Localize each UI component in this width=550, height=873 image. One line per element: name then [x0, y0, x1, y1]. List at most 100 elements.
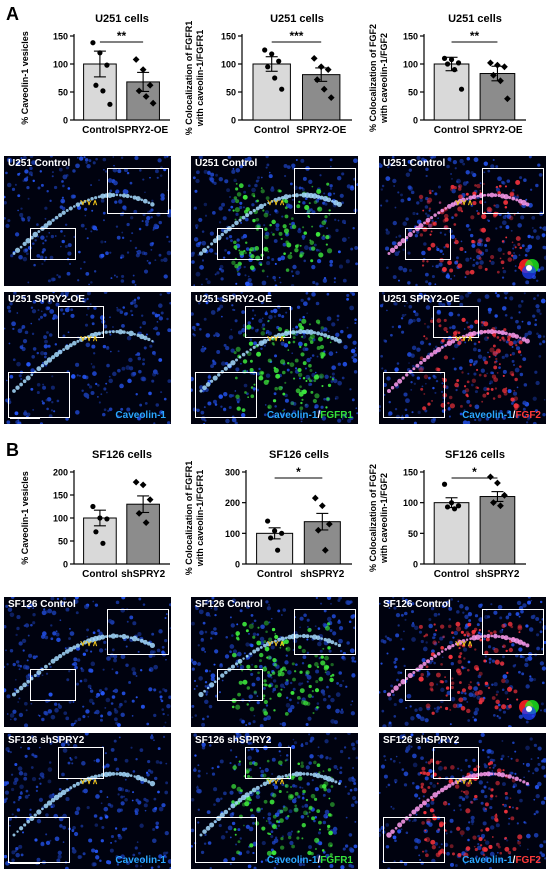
bar: [126, 503, 160, 565]
region-of-interest-box: [30, 227, 76, 260]
channel-label-part: FGFR1: [320, 855, 353, 866]
arrowhead-markers: ⋎ ⋎ ∧: [455, 197, 473, 207]
x-tick-label: shSPRY2: [121, 569, 166, 580]
data-point: [132, 478, 140, 486]
y-tick-label: 100: [53, 514, 68, 524]
micrograph-a-4: U251 SPRY2-OE ⋎ ⋎ ∧ Caveolin-1/FGFR1: [191, 292, 358, 424]
channel-label-part: Caveolin-1: [462, 410, 513, 421]
bar: [433, 63, 470, 121]
y-tick-label: 50: [408, 529, 418, 539]
micrograph-b-2: SF126 Control ⋎ ⋎ ∧: [379, 597, 546, 727]
data-point: [276, 58, 282, 64]
channel-label-part: Caveolin-1: [266, 855, 318, 866]
micrograph-b-0: SF126 Control ⋎ ⋎ ∧: [4, 597, 171, 727]
zoom-inset: [107, 609, 169, 655]
y-tick-label: 0: [63, 560, 68, 570]
channel-label: Caveolin-1/FGF2: [462, 410, 541, 421]
micrograph-b-1: SF126 Control ⋎ ⋎ ∧: [191, 597, 358, 727]
channel-label-part: Caveolin-1: [266, 410, 318, 421]
y-tick-label: 50: [58, 88, 68, 98]
chart-title: SF126 cells: [92, 449, 152, 461]
y-tick-label: 50: [408, 88, 418, 98]
data-point: [279, 530, 285, 536]
channel-label-part: FGF2: [515, 855, 541, 866]
data-point: [458, 86, 465, 92]
arrowhead-markers: ⋎ ⋎ ∧: [455, 638, 473, 648]
fluorescence-signal: [191, 292, 358, 424]
x-tick-label: Control: [434, 125, 470, 136]
data-point: [501, 63, 508, 71]
data-point: [490, 499, 497, 507]
region-of-interest-box: [433, 747, 479, 779]
micrograph-label: U251 SPRY2-OE: [195, 294, 272, 305]
data-point: [90, 503, 96, 510]
data-point: [272, 75, 278, 81]
channel-label: Caveolin-1: [115, 410, 166, 421]
data-point: [318, 502, 326, 510]
micrograph-label: SF126 Control: [195, 599, 263, 610]
y-tick-label: 150: [221, 32, 236, 42]
micrograph-label: SF126 Control: [383, 599, 451, 610]
micrograph-b-4: SF126 shSPRY2 ⋎ ⋎ ∧ Caveolin-1/FGFR1: [191, 733, 358, 869]
fluorescence-signal: [191, 156, 358, 286]
micrograph-label: SF126 Control: [8, 599, 76, 610]
data-point: [444, 504, 451, 510]
channel-label-part: /: [512, 410, 516, 421]
micrograph-a-0: U251 Control ⋎ ⋎ ∧: [4, 156, 171, 286]
chart-title: SF126 cells: [269, 449, 329, 461]
chart-sf126-fgf2-colocalization: SF126 cells % Colocalization of FGF2 with …: [368, 449, 526, 580]
chart-title: U251 cells: [448, 13, 502, 25]
y-axis-label: with caveolin-1/FGF2: [379, 473, 389, 564]
y-tick-label: 150: [403, 468, 418, 478]
chart-title: SF126 cells: [445, 449, 505, 461]
arrowhead-markers: ⋎ ⋎ ∧: [267, 197, 285, 207]
data-point: [146, 81, 154, 89]
y-tick-label: 100: [221, 60, 236, 70]
data-point: [146, 496, 154, 503]
chart-sf126-caveolin-vesicles: SF126 cells % Caveolin-1 vesicles 0 50 100 15…: [20, 449, 170, 580]
zoom-inset: [107, 168, 169, 214]
micrograph-a-5: U251 SPRY2-OE ⋎ ⋎ ∧ Caveolin-1/FGF2: [379, 292, 546, 424]
y-tick-label: 150: [403, 32, 418, 42]
y-axis-label: % Caveolin-1 vesicles: [20, 31, 30, 125]
data-point: [455, 503, 462, 509]
x-tick-label: Control: [434, 569, 470, 580]
data-point: [451, 67, 458, 73]
region-of-interest-box: [30, 668, 76, 701]
data-point: [149, 99, 157, 107]
micrograph-label: SF126 shSPRY2: [195, 735, 272, 746]
x-tick-label: Control: [257, 569, 293, 580]
data-point: [97, 515, 103, 521]
zoom-inset: [8, 817, 70, 863]
fluorescence-signal: [4, 292, 171, 424]
data-point: [448, 500, 455, 506]
y-axis-label: % Caveolin-1 vesicles: [20, 471, 30, 565]
y-tick-label: 0: [231, 116, 236, 126]
x-tick-label: SPRY2-OE: [118, 125, 169, 136]
data-point: [455, 60, 462, 66]
data-point: [107, 101, 113, 107]
chart-title: U251 cells: [95, 13, 149, 25]
channel-label-part: Caveolin-1: [462, 855, 513, 866]
x-tick-label: Control: [82, 125, 118, 136]
y-axis-label: with caveolin-1/FGFR1: [195, 30, 205, 128]
y-tick-label: 300: [225, 468, 240, 478]
channel-label-part: /: [317, 410, 321, 421]
fluorescence-signal: [4, 733, 171, 869]
y-axis-label: % Colocalization of FGF2: [368, 464, 378, 572]
x-tick-label: shSPRY2: [300, 569, 345, 580]
data-point: [504, 95, 511, 103]
chart-sf126-fgfr1-colocalization: SF126 cells % Colocalization of FGFR1 with…: [184, 449, 352, 580]
data-point: [279, 86, 285, 92]
micrograph-b-5: SF126 shSPRY2 ⋎ ⋎ ∧ Caveolin-1/FGF2: [379, 733, 546, 869]
zoom-inset: [482, 609, 544, 655]
x-tick-label: Control: [254, 125, 290, 136]
bar: [433, 502, 470, 565]
arrowhead-markers: ⋎ ⋎ ∧: [80, 334, 98, 344]
y-tick-label: 200: [225, 498, 240, 508]
y-axis-label: % Colocalization of FGFR1: [184, 21, 194, 136]
micrograph-label: U251 Control: [383, 158, 446, 169]
data-point: [97, 50, 103, 56]
y-axis-label: with caveolin-1/FGFR1: [195, 470, 205, 568]
data-point: [494, 61, 501, 69]
